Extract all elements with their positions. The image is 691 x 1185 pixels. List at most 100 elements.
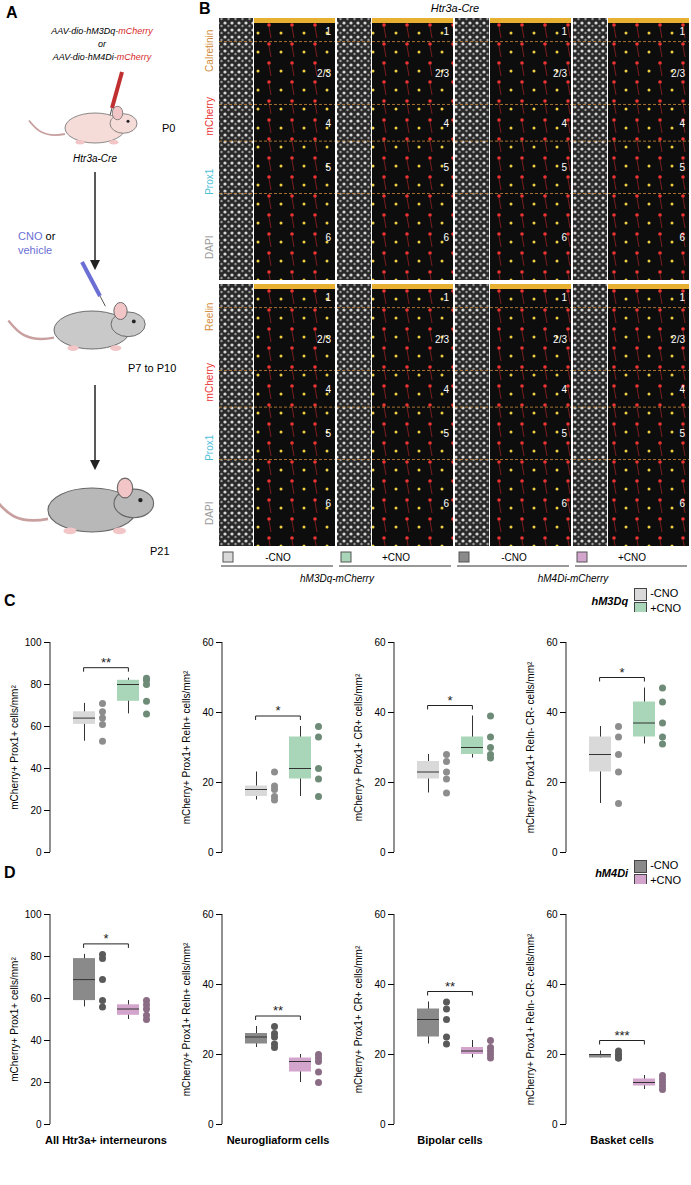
svg-text:hM4Di-mCherry: hM4Di-mCherry bbox=[538, 573, 610, 584]
svg-text:20: 20 bbox=[30, 805, 42, 816]
svg-text:mCherry: mCherry bbox=[204, 363, 215, 401]
svg-text:6: 6 bbox=[325, 232, 331, 243]
svg-text:1: 1 bbox=[561, 292, 567, 303]
svg-text:2/3: 2/3 bbox=[317, 68, 331, 79]
svg-text:6: 6 bbox=[679, 232, 685, 243]
svg-text:1: 1 bbox=[679, 292, 685, 303]
svg-text:2/3: 2/3 bbox=[317, 334, 331, 345]
svg-text:5: 5 bbox=[325, 428, 331, 439]
svg-text:mCherry+ Prox1+ cells/mm²: mCherry+ Prox1+ cells/mm² bbox=[9, 957, 20, 1082]
svg-text:6: 6 bbox=[443, 498, 449, 509]
svg-text:40: 40 bbox=[202, 979, 214, 990]
svg-text:1: 1 bbox=[325, 292, 331, 303]
svg-text:6: 6 bbox=[679, 498, 685, 509]
svg-text:0: 0 bbox=[208, 1119, 214, 1130]
svg-text:1: 1 bbox=[561, 26, 567, 37]
svg-text:mCherry: mCherry bbox=[204, 97, 215, 135]
svg-text:0: 0 bbox=[552, 1119, 558, 1130]
svg-text:+CNO: +CNO bbox=[382, 552, 410, 563]
svg-text:2/3: 2/3 bbox=[435, 68, 449, 79]
svg-text:60: 60 bbox=[202, 637, 214, 648]
svg-text:0: 0 bbox=[36, 847, 42, 858]
svg-text:40: 40 bbox=[30, 1035, 42, 1046]
svg-text:P7 to P10: P7 to P10 bbox=[128, 362, 176, 374]
svg-text:60: 60 bbox=[374, 637, 386, 648]
svg-text:0: 0 bbox=[552, 847, 558, 858]
svg-text:20: 20 bbox=[30, 1077, 42, 1088]
svg-text:40: 40 bbox=[546, 707, 558, 718]
svg-text:A: A bbox=[6, 4, 18, 21]
svg-text:6: 6 bbox=[561, 498, 567, 509]
svg-text:5: 5 bbox=[325, 162, 331, 173]
svg-text:20: 20 bbox=[546, 777, 558, 788]
svg-text:P0: P0 bbox=[162, 122, 175, 134]
svg-text:80: 80 bbox=[30, 679, 42, 690]
svg-text:4: 4 bbox=[679, 384, 685, 395]
svg-text:mCherry+ Prox1+ Reln+ cells/mm: mCherry+ Prox1+ Reln+ cells/mm² bbox=[181, 942, 192, 1096]
svg-text:40: 40 bbox=[202, 707, 214, 718]
svg-text:or: or bbox=[98, 39, 107, 49]
svg-text:6: 6 bbox=[325, 498, 331, 509]
svg-text:*: * bbox=[619, 665, 624, 680]
svg-text:1: 1 bbox=[325, 26, 331, 37]
svg-text:60: 60 bbox=[374, 909, 386, 920]
svg-text:**: ** bbox=[101, 655, 111, 670]
svg-text:***: *** bbox=[614, 1028, 629, 1043]
svg-text:100: 100 bbox=[25, 637, 42, 648]
svg-text:40: 40 bbox=[546, 979, 558, 990]
svg-text:Calretinin: Calretinin bbox=[204, 30, 215, 72]
svg-text:4: 4 bbox=[443, 118, 449, 129]
svg-text:1: 1 bbox=[679, 26, 685, 37]
svg-text:hM3Dq-mCherry: hM3Dq-mCherry bbox=[300, 573, 375, 584]
svg-text:6: 6 bbox=[443, 232, 449, 243]
svg-text:DAPI: DAPI bbox=[204, 502, 215, 525]
svg-text:0: 0 bbox=[380, 847, 386, 858]
svg-text:*: * bbox=[103, 931, 108, 946]
svg-text:+CNO: +CNO bbox=[618, 552, 646, 563]
svg-text:60: 60 bbox=[30, 721, 42, 732]
svg-text:60: 60 bbox=[30, 993, 42, 1004]
svg-text:20: 20 bbox=[374, 777, 386, 788]
svg-text:5: 5 bbox=[561, 162, 567, 173]
svg-text:4: 4 bbox=[443, 384, 449, 395]
svg-text:20: 20 bbox=[202, 777, 214, 788]
svg-text:0: 0 bbox=[208, 847, 214, 858]
svg-text:2/3: 2/3 bbox=[553, 334, 567, 345]
svg-text:mCherry+ Prox1+ Reln- CR- cell: mCherry+ Prox1+ Reln- CR- cells/mm² bbox=[525, 661, 536, 833]
svg-text:5: 5 bbox=[443, 162, 449, 173]
svg-text:2/3: 2/3 bbox=[553, 68, 567, 79]
svg-text:100: 100 bbox=[25, 909, 42, 920]
svg-text:AAV-dio-hM3Dq-mCherry: AAV-dio-hM3Dq-mCherry bbox=[50, 26, 153, 36]
svg-text:20: 20 bbox=[202, 1049, 214, 1060]
svg-text:4: 4 bbox=[325, 384, 331, 395]
svg-text:mCherry+ Prox1+ cells/mm²: mCherry+ Prox1+ cells/mm² bbox=[9, 685, 20, 810]
svg-text:40: 40 bbox=[30, 763, 42, 774]
svg-text:5: 5 bbox=[443, 428, 449, 439]
svg-text:**: ** bbox=[445, 979, 455, 994]
svg-text:80: 80 bbox=[30, 951, 42, 962]
svg-text:mCherry+ Prox1+ CR+ cells/mm²: mCherry+ Prox1+ CR+ cells/mm² bbox=[353, 945, 364, 1093]
svg-text:-CNO: -CNO bbox=[265, 552, 291, 563]
svg-text:1: 1 bbox=[443, 26, 449, 37]
svg-text:4: 4 bbox=[325, 118, 331, 129]
svg-text:B: B bbox=[199, 0, 211, 17]
svg-text:mCherry+ Prox1+ Reln+ cells/mm: mCherry+ Prox1+ Reln+ cells/mm² bbox=[181, 670, 192, 824]
svg-text:mCherry+ Prox1+ CR+ cells/mm²: mCherry+ Prox1+ CR+ cells/mm² bbox=[353, 673, 364, 821]
svg-text:2/3: 2/3 bbox=[435, 334, 449, 345]
svg-text:60: 60 bbox=[546, 637, 558, 648]
svg-text:4: 4 bbox=[679, 118, 685, 129]
svg-text:vehicle: vehicle bbox=[18, 244, 52, 256]
svg-text:5: 5 bbox=[679, 162, 685, 173]
svg-text:*: * bbox=[275, 703, 280, 718]
svg-text:-CNO: -CNO bbox=[501, 552, 527, 563]
svg-text:2/3: 2/3 bbox=[671, 334, 685, 345]
svg-text:0: 0 bbox=[36, 1119, 42, 1130]
svg-text:AAV-dio-hM4Di-mCherry: AAV-dio-hM4Di-mCherry bbox=[52, 52, 152, 62]
svg-text:Prox1: Prox1 bbox=[204, 168, 215, 195]
svg-text:4: 4 bbox=[561, 384, 567, 395]
svg-text:60: 60 bbox=[546, 909, 558, 920]
svg-text:4: 4 bbox=[561, 118, 567, 129]
svg-text:CNO or: CNO or bbox=[18, 230, 56, 242]
svg-text:1: 1 bbox=[443, 292, 449, 303]
svg-text:40: 40 bbox=[374, 707, 386, 718]
